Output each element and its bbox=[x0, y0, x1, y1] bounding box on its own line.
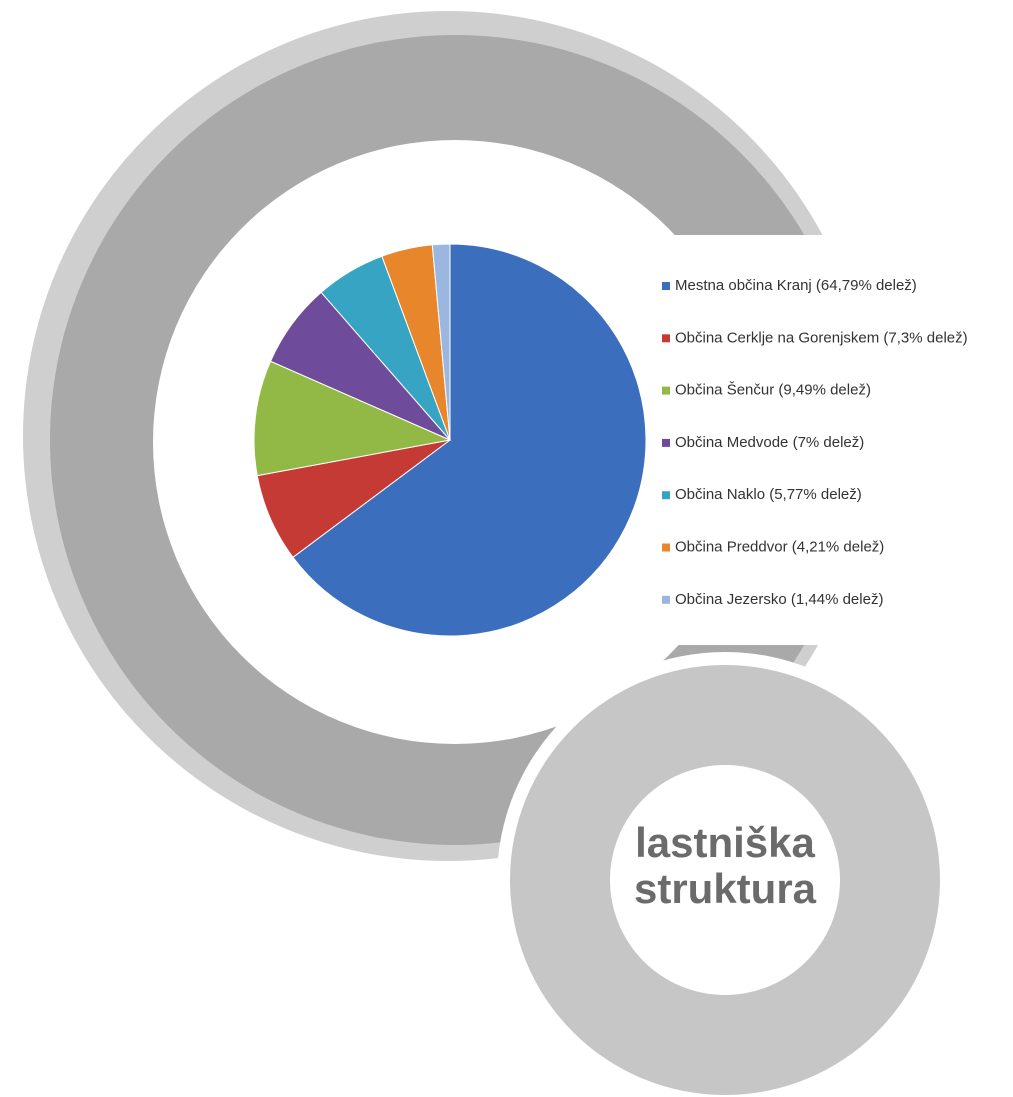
legend-swatch bbox=[662, 595, 670, 604]
legend: Mestna občina Kranj (64,79% delež) Občina… bbox=[662, 277, 968, 608]
pie-slice bbox=[431, 243, 451, 441]
pie-slice bbox=[292, 243, 647, 637]
legend-label: Občina Medvode (7% delež) bbox=[675, 434, 864, 451]
legend-label: Občina Naklo (5,77% delež) bbox=[675, 486, 862, 503]
legend-swatch bbox=[662, 386, 670, 395]
legend-label: Občina Jezersko (1,44% delež) bbox=[675, 591, 883, 608]
legend-label: Mestna občina Kranj (64,79% delež) bbox=[675, 277, 917, 294]
legend-swatch bbox=[662, 438, 670, 447]
pie-slice bbox=[253, 360, 452, 477]
pie bbox=[253, 243, 647, 637]
badge-disc bbox=[610, 765, 840, 995]
legend-swatch bbox=[662, 334, 670, 343]
legend-label: Občina Preddvor (4,21% delež) bbox=[675, 538, 884, 555]
legend-panel bbox=[645, 235, 1013, 645]
legend-swatch bbox=[662, 282, 670, 290]
legend-label: Občina Cerklje na Gorenjskem (7,3% delež… bbox=[675, 329, 968, 346]
legend-swatch bbox=[662, 491, 670, 500]
legend-label: Občina Šenčur (9,49% delež) bbox=[675, 382, 871, 399]
legend-swatch bbox=[662, 543, 670, 552]
badge-title: lastniška struktura bbox=[633, 819, 817, 912]
